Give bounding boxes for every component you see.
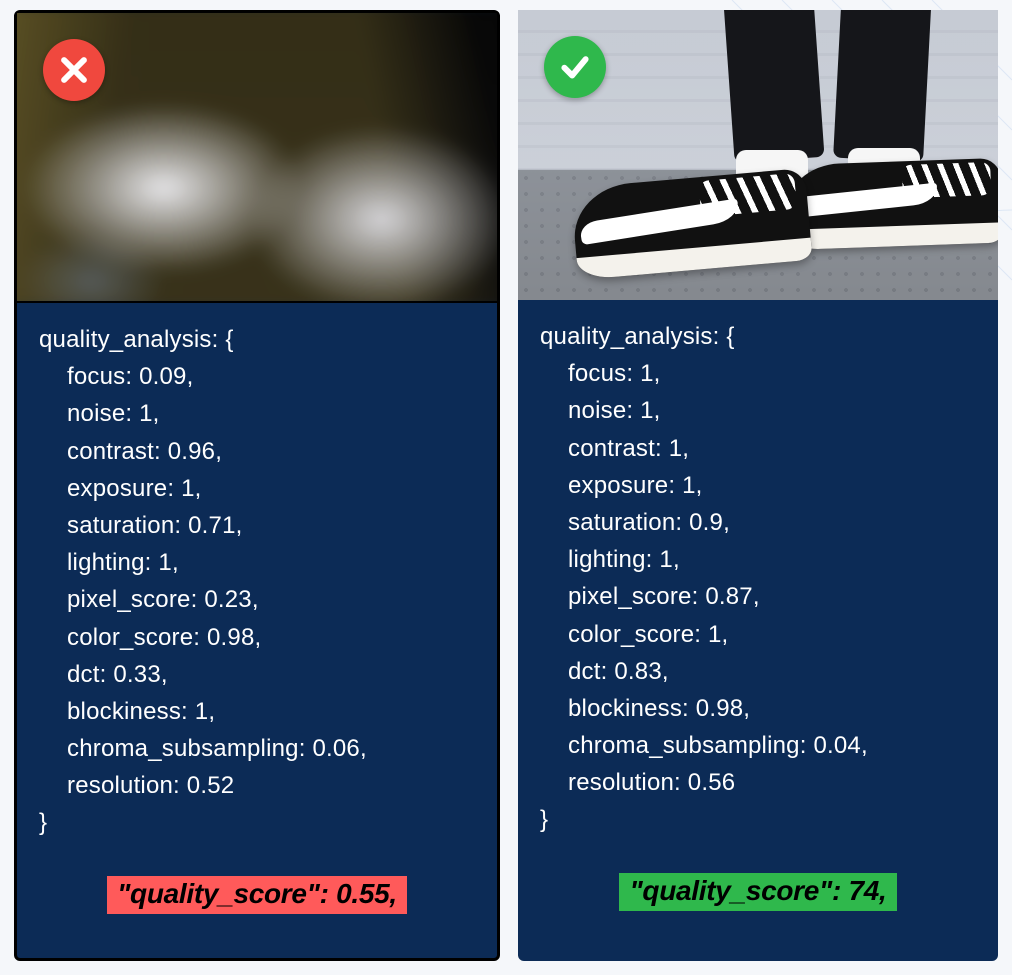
metric-dct: dct: 0.33, <box>39 656 475 693</box>
comparison-container: quality_analysis: { focus: 0.09, noise: … <box>0 0 1012 975</box>
metric-lighting: lighting: 1, <box>39 544 475 581</box>
metric-noise: noise: 1, <box>39 395 475 432</box>
metric-focus: focus: 1, <box>540 355 976 392</box>
metric-contrast: contrast: 1, <box>540 430 976 467</box>
analysis-block-pass: quality_analysis: { focus: 1, noise: 1, … <box>518 300 998 851</box>
status-badge-pass <box>544 36 606 98</box>
metric-saturation: saturation: 0.9, <box>540 504 976 541</box>
analysis-footer: } <box>540 801 976 838</box>
metric-dct: dct: 0.83, <box>540 653 976 690</box>
analysis-footer: } <box>39 804 475 841</box>
metric-exposure: exposure: 1, <box>540 467 976 504</box>
metric-blockiness: blockiness: 1, <box>39 693 475 730</box>
panel-pass: quality_analysis: { focus: 1, noise: 1, … <box>518 10 998 961</box>
metric-color-score: color_score: 0.98, <box>39 619 475 656</box>
score-row-pass: "quality_score": 74, <box>518 851 998 955</box>
panel-fail: quality_analysis: { focus: 0.09, noise: … <box>14 10 500 961</box>
metric-pixel-score: pixel_score: 0.23, <box>39 581 475 618</box>
metric-focus: focus: 0.09, <box>39 358 475 395</box>
metric-blockiness: blockiness: 0.98, <box>540 690 976 727</box>
metric-resolution: resolution: 0.52 <box>39 767 475 804</box>
analysis-header: quality_analysis: { <box>540 318 976 355</box>
quality-score-pass: "quality_score": 74, <box>619 873 896 911</box>
metric-lighting: lighting: 1, <box>540 541 976 578</box>
metric-noise: noise: 1, <box>540 392 976 429</box>
metric-chroma-subsampling: chroma_subsampling: 0.04, <box>540 727 976 764</box>
score-row-fail: "quality_score": 0.55, <box>17 854 497 958</box>
check-icon <box>558 50 592 84</box>
analysis-block-fail: quality_analysis: { focus: 0.09, noise: … <box>17 303 497 854</box>
status-badge-fail <box>43 39 105 101</box>
metric-contrast: contrast: 0.96, <box>39 433 475 470</box>
metric-exposure: exposure: 1, <box>39 470 475 507</box>
quality-score-fail: "quality_score": 0.55, <box>107 876 407 914</box>
metric-saturation: saturation: 0.71, <box>39 507 475 544</box>
metric-resolution: resolution: 0.56 <box>540 764 976 801</box>
metric-pixel-score: pixel_score: 0.87, <box>540 578 976 615</box>
x-icon <box>57 53 91 87</box>
metric-color-score: color_score: 1, <box>540 616 976 653</box>
analysis-header: quality_analysis: { <box>39 321 475 358</box>
metric-chroma-subsampling: chroma_subsampling: 0.06, <box>39 730 475 767</box>
